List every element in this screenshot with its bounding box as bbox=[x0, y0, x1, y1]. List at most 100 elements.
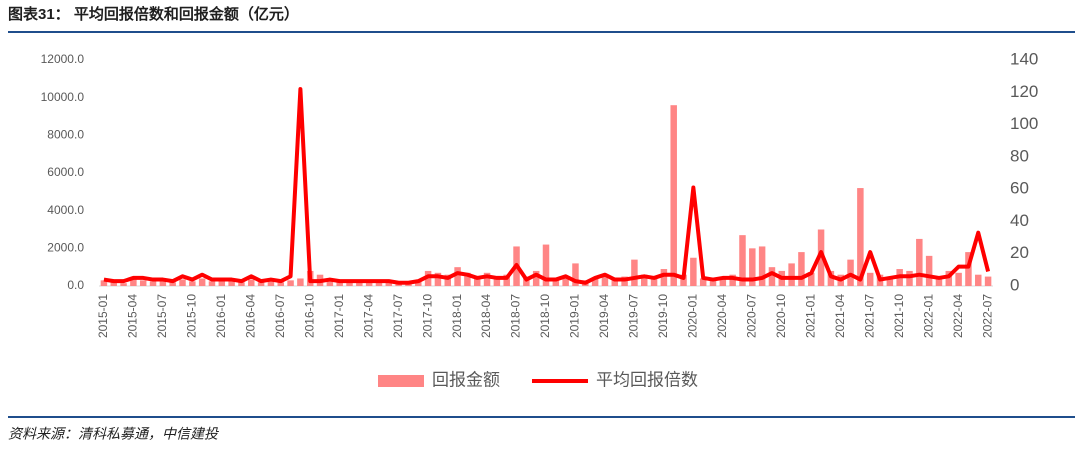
bar bbox=[739, 235, 746, 286]
x-tick-label: 2016-04 bbox=[243, 294, 257, 338]
x-tick-label: 2017-07 bbox=[391, 294, 405, 338]
bar bbox=[640, 274, 648, 286]
bar bbox=[650, 276, 658, 286]
bar bbox=[297, 278, 304, 286]
bar bbox=[749, 248, 756, 286]
x-tick-label: 2018-04 bbox=[479, 294, 493, 338]
bar bbox=[758, 246, 766, 286]
bar bbox=[483, 272, 491, 286]
source-note: 资料来源：清科私募通，中信建投 bbox=[8, 426, 220, 442]
bar bbox=[670, 105, 677, 286]
bar bbox=[248, 279, 255, 286]
y2-tick-label: 20 bbox=[1010, 243, 1029, 262]
x-tick-label: 2018-10 bbox=[538, 294, 552, 338]
x-tick-label: 2016-10 bbox=[302, 294, 316, 338]
bar bbox=[375, 282, 383, 286]
bar bbox=[935, 276, 943, 286]
x-tick-label: 2022-07 bbox=[980, 294, 994, 338]
x-tick-label: 2015-07 bbox=[155, 294, 169, 338]
bar bbox=[925, 255, 933, 286]
x-tick-label: 2019-04 bbox=[597, 294, 611, 338]
x-tick-label: 2019-07 bbox=[627, 294, 641, 338]
bar bbox=[857, 188, 864, 286]
x-tick-label: 2022-04 bbox=[951, 294, 965, 338]
bar bbox=[444, 274, 452, 286]
bar bbox=[208, 281, 216, 286]
bar bbox=[267, 281, 275, 286]
bar bbox=[955, 272, 962, 286]
x-tick-label: 2017-10 bbox=[420, 294, 434, 338]
bar bbox=[719, 276, 727, 286]
bar bbox=[660, 269, 668, 286]
bar bbox=[493, 276, 501, 286]
bar bbox=[798, 252, 805, 286]
y2-tick-label: 80 bbox=[1010, 146, 1029, 165]
y2-tick-label: 60 bbox=[1010, 179, 1029, 198]
bar bbox=[965, 252, 972, 286]
bar bbox=[238, 282, 245, 286]
x-tick-label: 2015-10 bbox=[185, 294, 199, 338]
bar bbox=[139, 280, 147, 286]
x-tick-label: 2021-10 bbox=[892, 294, 906, 338]
chart-title: 图表31： 平均回报倍数和回报金额（亿元） bbox=[8, 5, 299, 23]
legend-label: 平均回报倍数 bbox=[596, 370, 698, 389]
legend-label: 回报金额 bbox=[432, 370, 500, 389]
bar bbox=[130, 279, 137, 286]
bar bbox=[680, 274, 687, 286]
y-tick-label: 4000.0 bbox=[47, 203, 84, 217]
x-tick-label: 2020-07 bbox=[744, 294, 758, 338]
x-tick-label: 2018-01 bbox=[450, 294, 464, 338]
bar bbox=[169, 282, 176, 286]
y-tick-label: 2000.0 bbox=[47, 241, 84, 255]
bar bbox=[699, 278, 707, 286]
y2-tick-label: 120 bbox=[1010, 82, 1038, 101]
x-tick-label: 2016-07 bbox=[273, 294, 287, 338]
x-tick-label: 2022-01 bbox=[921, 294, 935, 338]
bar bbox=[591, 278, 599, 286]
bar bbox=[228, 281, 235, 286]
bar bbox=[277, 282, 284, 286]
bar bbox=[906, 270, 913, 286]
bar bbox=[768, 267, 776, 286]
x-tick-label: 2020-10 bbox=[774, 294, 788, 338]
y-tick-label: 10000.0 bbox=[41, 90, 85, 104]
bar bbox=[356, 281, 363, 286]
bar bbox=[542, 244, 550, 286]
x-tick-label: 2021-04 bbox=[833, 294, 847, 338]
bar bbox=[532, 270, 540, 286]
x-tick-label: 2021-01 bbox=[803, 294, 817, 338]
bar bbox=[552, 278, 560, 286]
bar bbox=[110, 282, 117, 286]
y-tick-label: 6000.0 bbox=[47, 165, 84, 179]
bar bbox=[159, 280, 167, 286]
y-tick-label: 12000.0 bbox=[41, 52, 85, 66]
bar bbox=[503, 274, 510, 286]
bar bbox=[434, 272, 442, 286]
bar bbox=[788, 263, 795, 286]
bar bbox=[817, 229, 825, 286]
y2-tick-label: 140 bbox=[1010, 49, 1038, 68]
bar bbox=[601, 274, 609, 286]
line bbox=[103, 87, 991, 285]
bar bbox=[572, 263, 579, 286]
bar bbox=[827, 270, 835, 286]
bar bbox=[100, 280, 108, 286]
y2-tick-label: 0 bbox=[1010, 275, 1019, 294]
bar bbox=[218, 280, 226, 286]
bar bbox=[709, 280, 717, 286]
bar bbox=[473, 276, 481, 286]
bar bbox=[916, 238, 923, 286]
bar bbox=[287, 280, 294, 286]
bar bbox=[198, 278, 206, 286]
x-tick-label: 2019-10 bbox=[656, 294, 670, 338]
bar bbox=[326, 281, 334, 286]
bar bbox=[120, 283, 127, 286]
bar bbox=[189, 281, 196, 286]
bar bbox=[454, 267, 461, 286]
bar bbox=[886, 276, 894, 286]
bar bbox=[365, 282, 373, 286]
bar bbox=[808, 272, 815, 286]
bar bbox=[975, 274, 982, 286]
bar bbox=[631, 259, 638, 286]
